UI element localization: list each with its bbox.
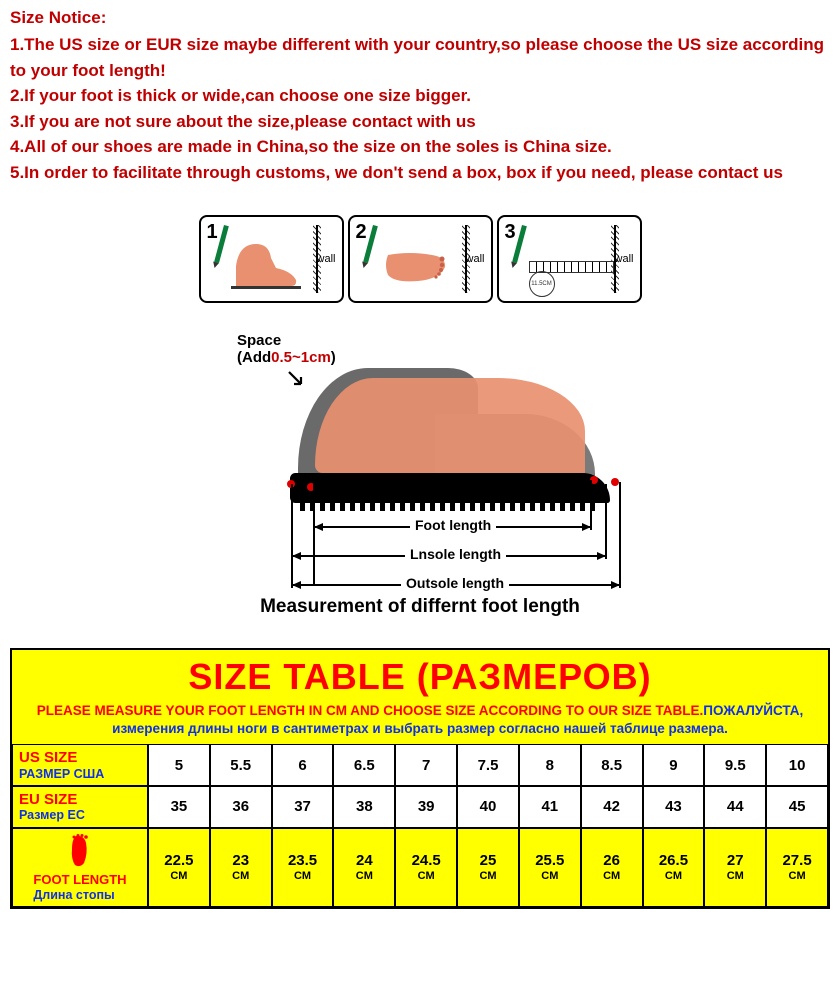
row-label: US SIZEРАЗМЕР США — [12, 744, 148, 786]
size-cell: 10 — [766, 744, 828, 786]
outsole-length-label: Outsole length — [401, 575, 509, 591]
size-cell: 38 — [333, 786, 395, 828]
size-cell: 25.5CM — [519, 828, 581, 907]
table-row: FOOT LENGTHДлина стопы22.5CM23CM23.5CM24… — [12, 828, 828, 907]
insole-length-label: Lnsole length — [405, 546, 506, 562]
space-text: Space — [237, 332, 281, 349]
measurement-steps-row: 1 wall 2 wall 3 11.5CM wall — [199, 215, 642, 303]
size-cell: 25CM — [457, 828, 519, 907]
row-label: EU SIZEРазмер ЕС — [12, 786, 148, 828]
size-cell: 24.5CM — [395, 828, 457, 907]
size-cell: 7 — [395, 744, 457, 786]
notice-item: 1.The US size or EUR size maybe differen… — [10, 32, 830, 83]
size-cell: 26.5CM — [643, 828, 705, 907]
instruction-en: PLEASE MEASURE YOUR FOOT LENGTH IN CM AN… — [37, 703, 704, 718]
size-cell: 39 — [395, 786, 457, 828]
dimension-tick — [605, 484, 607, 559]
step-2-box: 2 wall — [348, 215, 493, 303]
size-cell: 43 — [643, 786, 705, 828]
wall-label: wall — [615, 253, 634, 265]
shoe-cross-section: Space (Add0.5~1cm) Foot length Lnsole le… — [195, 308, 645, 588]
size-cell: 9 — [643, 744, 705, 786]
size-cell: 6 — [272, 744, 334, 786]
size-cell: 22.5CM — [148, 828, 210, 907]
size-cell: 44 — [704, 786, 766, 828]
size-cell: 45 — [766, 786, 828, 828]
step-number: 1 — [207, 221, 218, 244]
table-row: EU SIZEРазмер ЕС3536373839404142434445 — [12, 786, 828, 828]
dimension-tick — [619, 482, 621, 588]
shoe-sole — [290, 473, 610, 503]
foot-side-icon — [231, 236, 301, 291]
size-cell: 36 — [210, 786, 272, 828]
size-cell: 8.5 — [581, 744, 643, 786]
notice-item: 5.In order to facilitate through customs… — [10, 160, 830, 186]
size-cell: 26CM — [581, 828, 643, 907]
size-cell: 7.5 — [457, 744, 519, 786]
notice-item: 2.If your foot is thick or wide,can choo… — [10, 83, 830, 109]
notice-item: 4.All of our shoes are made in China,so … — [10, 134, 830, 160]
step-1-box: 1 wall — [199, 215, 344, 303]
size-cell: 8 — [519, 744, 581, 786]
size-cell: 6.5 — [333, 744, 395, 786]
wall-label: wall — [466, 253, 485, 265]
size-cell: 5.5 — [210, 744, 272, 786]
size-cell: 42 — [581, 786, 643, 828]
size-cell: 35 — [148, 786, 210, 828]
foot-top-icon — [380, 237, 450, 287]
size-cell: 37 — [272, 786, 334, 828]
size-cell: 27CM — [704, 828, 766, 907]
size-cell: 41 — [519, 786, 581, 828]
size-table-grid: US SIZEРАЗМЕР США55.566.577.588.599.510E… — [12, 744, 828, 907]
shoe-illustration — [290, 353, 610, 503]
notice-item: 3.If you are not sure about the size,ple… — [10, 109, 830, 135]
step-3-box: 3 11.5CM wall — [497, 215, 642, 303]
foot-icon — [66, 833, 94, 869]
size-table-title-row: SIZE TABLE (РАЗМЕРОВ) — [12, 650, 828, 700]
step-number: 3 — [505, 221, 516, 244]
wall-label: wall — [317, 253, 336, 265]
step-number: 2 — [356, 221, 367, 244]
size-notice-list: 1.The US size or EUR size maybe differen… — [10, 32, 830, 185]
table-row: US SIZEРАЗМЕР США55.566.577.588.599.510 — [12, 744, 828, 786]
size-cell: 9.5 — [704, 744, 766, 786]
marker-dot — [611, 478, 619, 486]
diagram-caption: Measurement of differnt foot length — [10, 596, 830, 618]
size-cell: 23CM — [210, 828, 272, 907]
size-cell: 40 — [457, 786, 519, 828]
size-cell: 23.5CM — [272, 828, 334, 907]
size-cell: 5 — [148, 744, 210, 786]
size-table-title: SIZE TABLE (РАЗМЕРОВ) — [12, 656, 828, 698]
space-add-text: (Add — [237, 349, 271, 366]
dimension-tick — [313, 484, 315, 584]
foot-length-label: Foot length — [410, 517, 496, 533]
size-cell: 24CM — [333, 828, 395, 907]
row-label: FOOT LENGTHДлина стопы — [12, 828, 148, 907]
size-table: SIZE TABLE (РАЗМЕРОВ) PLEASE MEASURE YOU… — [10, 648, 830, 909]
size-cell: 27.5CM — [766, 828, 828, 907]
size-notice-header: Size Notice: — [10, 8, 830, 28]
dimension-tick — [291, 484, 293, 588]
measurement-diagram: 1 wall 2 wall 3 11.5CM wall Space — [10, 215, 830, 618]
size-table-instruction: PLEASE MEASURE YOUR FOOT LENGTH IN CM AN… — [12, 700, 828, 744]
measurement-circle: 11.5CM — [529, 271, 555, 297]
foot-inside-shoe — [315, 378, 585, 473]
